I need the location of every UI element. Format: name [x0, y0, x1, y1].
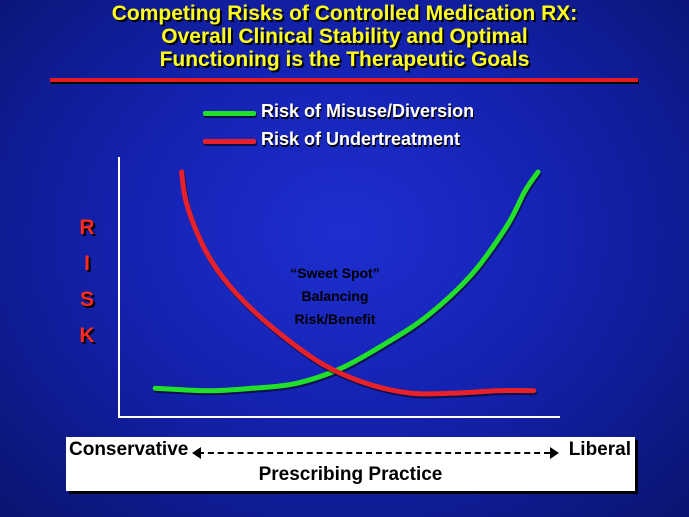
- sweet-spot-annotation: “Sweet Spot” Balancing Risk/Benefit: [270, 262, 400, 331]
- y-axis-letter: I: [84, 252, 90, 275]
- series-line-misuse: [152, 169, 541, 394]
- series-line-undertreatment: [179, 169, 537, 397]
- arrow-left-icon: [192, 447, 201, 459]
- annotation-line: Risk/Benefit: [294, 311, 376, 327]
- legend-label-undertreatment: Risk of Undertreatment: [261, 129, 461, 149]
- title-line-1: Competing Risks of Controlled Medication…: [111, 2, 578, 25]
- y-axis-letter: R: [79, 216, 95, 239]
- x-axis: [118, 416, 560, 418]
- x-axis-panel: Conservative Liberal Prescribing Practic…: [66, 437, 635, 491]
- legend-swatch-undertreatment: [203, 139, 256, 144]
- legend-label-misuse: Risk of Misuse/Diversion: [261, 101, 475, 121]
- y-axis-letter: K: [79, 324, 95, 347]
- slide-title: Competing Risks of Controlled Medication…: [0, 2, 689, 71]
- title-line-3: Functioning is the Therapeutic Goals: [159, 48, 530, 71]
- legend-swatch-misuse: [203, 111, 256, 116]
- x-axis-title: Prescribing Practice: [258, 464, 443, 485]
- y-axis-letter: S: [79, 288, 94, 311]
- y-axis-label: R I S K: [76, 210, 98, 354]
- y-axis: [118, 157, 120, 418]
- title-divider: [50, 78, 638, 82]
- annotation-line: Balancing: [301, 288, 369, 304]
- x-axis-right-label: Liberal: [568, 439, 631, 460]
- title-line-2: Overall Clinical Stability and Optimal: [161, 25, 528, 48]
- arrow-right-icon: [550, 447, 559, 459]
- dashed-arrow-line: [198, 452, 550, 454]
- x-axis-left-label: Conservative: [69, 439, 189, 460]
- annotation-line: “Sweet Spot”: [290, 265, 380, 281]
